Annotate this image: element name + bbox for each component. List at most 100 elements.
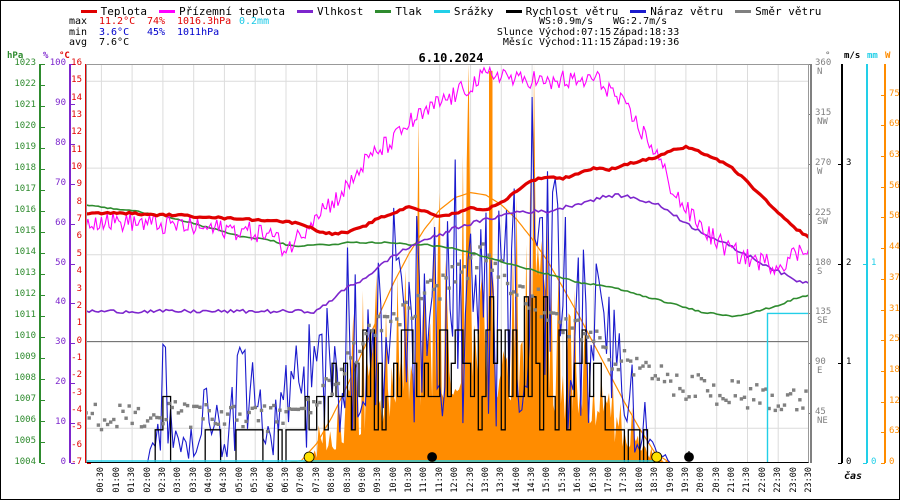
x-axis-tick: 03:30 bbox=[188, 467, 199, 493]
wind-tick: 0 bbox=[846, 457, 852, 467]
wind-direction-point bbox=[278, 408, 282, 412]
pressure-tick: 1021 bbox=[14, 100, 36, 110]
humidity-tick: 30 bbox=[55, 337, 66, 348]
legend-wind-gust-swatch bbox=[630, 9, 647, 13]
axis-tick-mark bbox=[863, 463, 867, 464]
x-axis-tick: 10:00 bbox=[388, 467, 399, 493]
axis-tick-mark bbox=[41, 232, 45, 233]
wind-direction-point bbox=[262, 404, 267, 408]
x-axis-tick: 22:30 bbox=[773, 467, 784, 493]
direction-tick: 360 bbox=[815, 58, 832, 68]
wind-direction-point bbox=[336, 381, 341, 386]
wind-direction-point bbox=[192, 404, 196, 409]
legend-wind-direction-swatch bbox=[735, 9, 752, 13]
wind-direction-point bbox=[499, 258, 504, 263]
wind-direction-point bbox=[721, 397, 725, 401]
wind-direction-point bbox=[755, 383, 759, 387]
axis-tick-mark bbox=[71, 183, 75, 185]
pressure-tick: 1023 bbox=[14, 58, 36, 68]
solar-tick: 756 bbox=[889, 88, 900, 99]
wind-direction-point bbox=[281, 421, 285, 425]
axis-tick-mark bbox=[41, 253, 45, 254]
axis-tick-mark bbox=[41, 274, 45, 275]
wind-direction-point bbox=[99, 427, 104, 432]
wind-direction-point bbox=[552, 311, 556, 315]
axis-tick-mark bbox=[41, 85, 45, 86]
wind-direction-point bbox=[176, 411, 181, 415]
stats-precip: 0.2mm bbox=[239, 16, 270, 27]
stats-row-right: Měsíc Východ:11:15 Západ:19:36 bbox=[491, 37, 679, 49]
x-axis-tick: 12:00 bbox=[450, 467, 461, 493]
wind-direction-point bbox=[425, 280, 430, 284]
pressure-line bbox=[86, 204, 809, 318]
wind-direction-point bbox=[358, 349, 362, 354]
precipitation-step bbox=[766, 312, 809, 463]
axis-tick-mark bbox=[41, 316, 45, 317]
wind-direction-point bbox=[752, 398, 756, 402]
legend-temperature: Teplota bbox=[80, 4, 147, 18]
wind-direction-point bbox=[173, 400, 177, 404]
wind-direction-point bbox=[361, 342, 365, 346]
solar-tick: 378 bbox=[889, 272, 900, 283]
wind-direction-point bbox=[478, 245, 482, 249]
x-axis-tick: 22:00 bbox=[757, 467, 768, 493]
wind-direction-point bbox=[201, 417, 205, 421]
legend-precipitation: Srážky bbox=[433, 6, 494, 17]
wind-direction-point bbox=[345, 351, 350, 355]
stats-block-right: WS:0.9m/s WG:2.7m/s Slunce Východ:07:15 Zápa… bbox=[491, 16, 679, 49]
wind-direction-point bbox=[761, 388, 765, 392]
x-axis-tick: 23:30 bbox=[804, 467, 814, 493]
x-axis-tick: 15:00 bbox=[542, 467, 553, 493]
axis-tick-mark bbox=[71, 64, 75, 65]
wind-direction-point bbox=[438, 297, 442, 301]
stats-pressure: 1016.3hPa bbox=[177, 16, 232, 27]
wind-direction-point bbox=[161, 422, 165, 426]
wind-direction-point bbox=[459, 270, 464, 274]
wind-direction-point bbox=[733, 394, 737, 398]
wind-direction-point bbox=[582, 331, 587, 336]
x-axis-tick: 04:30 bbox=[219, 467, 230, 493]
wind-direction-point bbox=[622, 349, 627, 353]
legend-temperature-label: Teplota bbox=[100, 4, 147, 18]
pressure-axis-unit: hPa bbox=[7, 51, 24, 61]
legend-wind-direction: Směr větru bbox=[735, 6, 821, 17]
wind-direction-point bbox=[696, 373, 700, 377]
x-axis-tick: 08:30 bbox=[342, 467, 353, 493]
wind-tick: 1 bbox=[846, 357, 852, 368]
wind-direction-point bbox=[555, 312, 559, 316]
temperature-tick: 2 bbox=[76, 300, 82, 311]
solar-tick: 630 bbox=[889, 150, 900, 161]
axis-tick-mark bbox=[71, 263, 75, 265]
direction-tick: 180 bbox=[815, 257, 832, 268]
solar-tick: 504 bbox=[889, 211, 900, 222]
wind-direction-point bbox=[444, 276, 448, 280]
wind-direction-point bbox=[469, 256, 473, 260]
wind-direction-point bbox=[545, 318, 550, 322]
x-axis-tick: 07:30 bbox=[311, 467, 322, 493]
axis-tick-mark bbox=[41, 64, 45, 65]
solar-radiation-area bbox=[86, 64, 809, 463]
x-axis-tick: 14:00 bbox=[511, 467, 522, 493]
stats-key: avg bbox=[69, 37, 88, 48]
wind-direction-point bbox=[269, 406, 273, 410]
wind-direction-point bbox=[801, 406, 805, 410]
direction-tick-compass: W bbox=[817, 166, 823, 177]
wind-direction-point bbox=[530, 294, 534, 298]
temperature-tick: -3 bbox=[71, 387, 82, 398]
x-axis-tick: 12:30 bbox=[465, 467, 476, 493]
axis-tick-mark bbox=[881, 463, 885, 464]
x-axis-tick: 23:00 bbox=[788, 467, 799, 493]
pressure-tick: 1005 bbox=[14, 436, 36, 446]
legend-humidity: Vlhkost bbox=[296, 6, 363, 17]
stats-right-b: WG:2.7m/s bbox=[613, 16, 668, 27]
sunset-marker bbox=[651, 451, 663, 463]
wind-direction-point bbox=[558, 320, 562, 324]
wind-direction-point bbox=[764, 387, 768, 391]
wind-direction-point bbox=[739, 397, 744, 401]
wind-direction-point bbox=[638, 366, 642, 370]
wind-direction-point bbox=[370, 329, 374, 333]
temperature-tick: 3 bbox=[76, 283, 82, 294]
temperature-line bbox=[86, 144, 809, 239]
wind-direction-point bbox=[573, 318, 577, 323]
wind-direction-point bbox=[589, 330, 593, 334]
